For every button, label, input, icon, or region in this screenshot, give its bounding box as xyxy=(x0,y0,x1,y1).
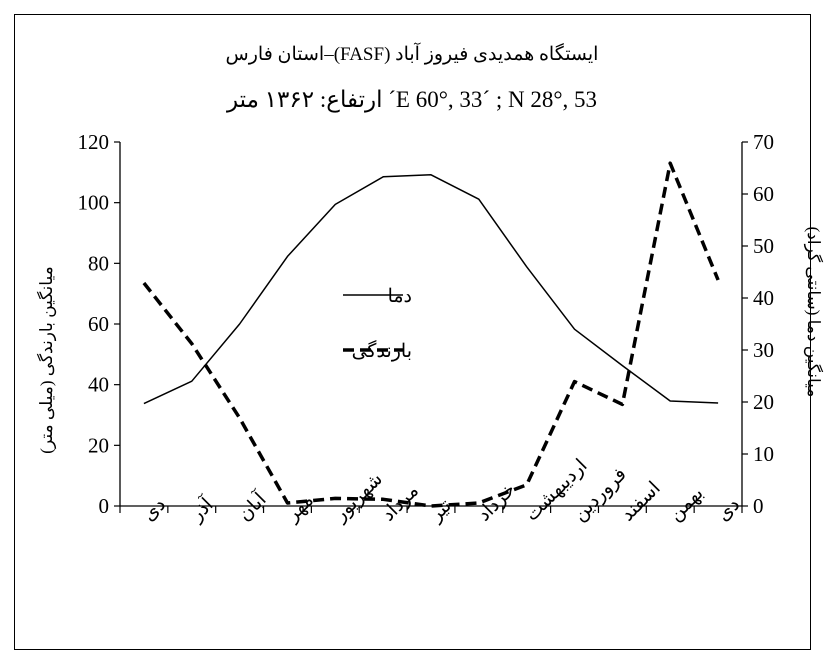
series-layer xyxy=(142,161,720,508)
x-tick-label: تیر xyxy=(425,495,456,526)
series-line-temperature xyxy=(143,174,719,405)
x-tick-label: دی xyxy=(139,494,170,525)
y-right-tick-label: 0 xyxy=(753,494,764,518)
y-left-tick-label: 20 xyxy=(88,433,109,457)
legend-label-precipitation: بارندگی xyxy=(352,339,412,362)
x-tick-label: آبان xyxy=(233,487,271,525)
x-tick-label: خرداد xyxy=(474,479,520,525)
y-right-tick-label: 30 xyxy=(753,338,774,362)
y-right-tick-label: 10 xyxy=(753,442,774,466)
y-right-tick-label: 70 xyxy=(753,130,774,154)
chart-title-line2: E 60°, 33´ ; N 28°, 53´ ارتفاع: ۱۳۶۲ متر xyxy=(226,87,597,113)
chart-title-line1: ایستگاه همدیدی فیروز آباد (FASF)–استان ف… xyxy=(226,42,599,65)
y-left-tick-label: 120 xyxy=(78,130,110,154)
y-axis-left-label: میانگین بارندگی (میلی متر) xyxy=(36,266,57,453)
axes xyxy=(119,142,743,507)
y-right-tick-label: 40 xyxy=(753,286,774,310)
ticks: 0 20 40 60 80 100 120 0 10 20 30 40 50 60 70 دی آذر آبان م… xyxy=(78,130,775,526)
y-left-tick-label: 80 xyxy=(88,251,109,275)
x-tick-label: آذر xyxy=(184,493,218,527)
x-tick-label: مهر xyxy=(281,490,317,526)
legend: دما بارندگی xyxy=(343,286,412,362)
x-tick-label: دی xyxy=(713,494,744,525)
y-left-tick-label: 100 xyxy=(78,191,110,215)
x-tick-label: بهمن xyxy=(665,483,708,526)
series-line-precipitation xyxy=(142,161,720,508)
y-axis-right-label: میانگین دما (سانتی گراد) xyxy=(803,227,824,398)
y-left-tick-label: 0 xyxy=(99,494,110,518)
legend-label-temperature: دما xyxy=(388,286,412,307)
y-right-tick-label: 20 xyxy=(753,390,774,414)
y-left-tick-label: 60 xyxy=(88,312,109,336)
y-right-tick-label: 60 xyxy=(753,182,774,206)
y-right-tick-label: 50 xyxy=(753,234,774,258)
y-left-tick-label: 40 xyxy=(88,373,109,397)
chart-frame xyxy=(14,14,811,650)
